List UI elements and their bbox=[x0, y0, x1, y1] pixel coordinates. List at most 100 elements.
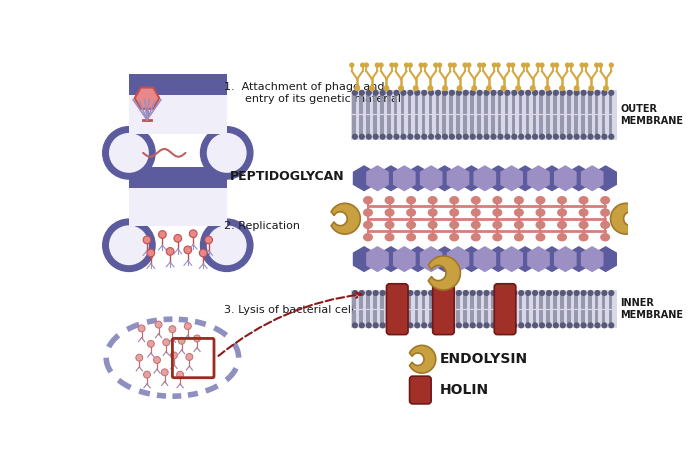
Circle shape bbox=[560, 134, 566, 140]
Circle shape bbox=[497, 134, 503, 140]
Circle shape bbox=[587, 322, 594, 329]
Text: 1.  Attachment of phage and
      entry of its genetic material: 1. Attachment of phage and entry of its … bbox=[224, 82, 401, 104]
Circle shape bbox=[384, 86, 388, 90]
Circle shape bbox=[536, 63, 540, 67]
Circle shape bbox=[414, 134, 420, 140]
Circle shape bbox=[407, 90, 414, 96]
Circle shape bbox=[372, 322, 379, 329]
Polygon shape bbox=[410, 345, 435, 373]
Circle shape bbox=[428, 86, 433, 90]
Circle shape bbox=[176, 371, 183, 378]
Circle shape bbox=[567, 90, 573, 96]
Circle shape bbox=[463, 290, 469, 296]
Ellipse shape bbox=[200, 219, 253, 271]
Circle shape bbox=[449, 290, 455, 296]
Ellipse shape bbox=[449, 196, 459, 204]
Circle shape bbox=[594, 290, 601, 296]
Circle shape bbox=[158, 230, 167, 238]
Circle shape bbox=[594, 322, 601, 329]
Circle shape bbox=[501, 86, 506, 90]
Circle shape bbox=[491, 290, 496, 296]
Circle shape bbox=[456, 322, 462, 329]
Circle shape bbox=[407, 322, 414, 329]
Circle shape bbox=[553, 322, 559, 329]
Polygon shape bbox=[428, 256, 461, 290]
Circle shape bbox=[435, 322, 441, 329]
Ellipse shape bbox=[363, 221, 373, 229]
Ellipse shape bbox=[579, 221, 589, 229]
FancyBboxPatch shape bbox=[494, 284, 516, 335]
Circle shape bbox=[358, 90, 365, 96]
Circle shape bbox=[539, 134, 545, 140]
Circle shape bbox=[575, 86, 579, 90]
Circle shape bbox=[484, 134, 490, 140]
Circle shape bbox=[522, 63, 526, 67]
Circle shape bbox=[463, 134, 469, 140]
FancyBboxPatch shape bbox=[129, 188, 227, 226]
Circle shape bbox=[405, 63, 408, 67]
FancyBboxPatch shape bbox=[433, 284, 454, 335]
Circle shape bbox=[516, 86, 520, 90]
Circle shape bbox=[421, 90, 427, 96]
Circle shape bbox=[531, 86, 535, 90]
Circle shape bbox=[594, 90, 601, 96]
Circle shape bbox=[442, 290, 448, 296]
Circle shape bbox=[497, 322, 503, 329]
Circle shape bbox=[477, 63, 482, 67]
Circle shape bbox=[491, 134, 496, 140]
Circle shape bbox=[421, 134, 427, 140]
Circle shape bbox=[390, 63, 394, 67]
Circle shape bbox=[155, 321, 162, 328]
Circle shape bbox=[477, 290, 483, 296]
Circle shape bbox=[608, 322, 615, 329]
Circle shape bbox=[573, 90, 580, 96]
Circle shape bbox=[399, 86, 403, 90]
Circle shape bbox=[539, 290, 545, 296]
Circle shape bbox=[580, 90, 587, 96]
Circle shape bbox=[428, 90, 434, 96]
Circle shape bbox=[407, 134, 414, 140]
Circle shape bbox=[365, 63, 368, 67]
Circle shape bbox=[470, 134, 476, 140]
FancyBboxPatch shape bbox=[129, 95, 227, 134]
Circle shape bbox=[567, 322, 573, 329]
Circle shape bbox=[414, 90, 420, 96]
Circle shape bbox=[370, 86, 374, 90]
Circle shape bbox=[507, 63, 511, 67]
Circle shape bbox=[449, 90, 455, 96]
Circle shape bbox=[355, 86, 360, 90]
Ellipse shape bbox=[514, 221, 524, 229]
Ellipse shape bbox=[492, 196, 503, 204]
Ellipse shape bbox=[557, 221, 567, 229]
Circle shape bbox=[153, 357, 160, 364]
Ellipse shape bbox=[384, 196, 395, 204]
Circle shape bbox=[386, 290, 393, 296]
Circle shape bbox=[386, 322, 393, 329]
Text: 3. Lysis of bacterial cell: 3. Lysis of bacterial cell bbox=[224, 305, 354, 315]
Circle shape bbox=[539, 322, 545, 329]
Ellipse shape bbox=[207, 226, 246, 264]
Ellipse shape bbox=[207, 134, 246, 172]
Circle shape bbox=[184, 323, 191, 330]
Circle shape bbox=[477, 134, 483, 140]
Circle shape bbox=[560, 86, 564, 90]
Text: 2. Replication: 2. Replication bbox=[224, 221, 300, 230]
Ellipse shape bbox=[536, 221, 545, 229]
Circle shape bbox=[194, 335, 200, 342]
Circle shape bbox=[358, 290, 365, 296]
Circle shape bbox=[587, 290, 594, 296]
Circle shape bbox=[601, 134, 608, 140]
Circle shape bbox=[484, 90, 490, 96]
Circle shape bbox=[463, 322, 469, 329]
Circle shape bbox=[545, 86, 550, 90]
Ellipse shape bbox=[428, 233, 438, 241]
Circle shape bbox=[573, 290, 580, 296]
Circle shape bbox=[161, 369, 168, 376]
Ellipse shape bbox=[579, 233, 589, 241]
Circle shape bbox=[386, 90, 393, 96]
Ellipse shape bbox=[557, 233, 567, 241]
Circle shape bbox=[442, 90, 448, 96]
Circle shape bbox=[567, 290, 573, 296]
Circle shape bbox=[379, 63, 383, 67]
Circle shape bbox=[587, 134, 594, 140]
